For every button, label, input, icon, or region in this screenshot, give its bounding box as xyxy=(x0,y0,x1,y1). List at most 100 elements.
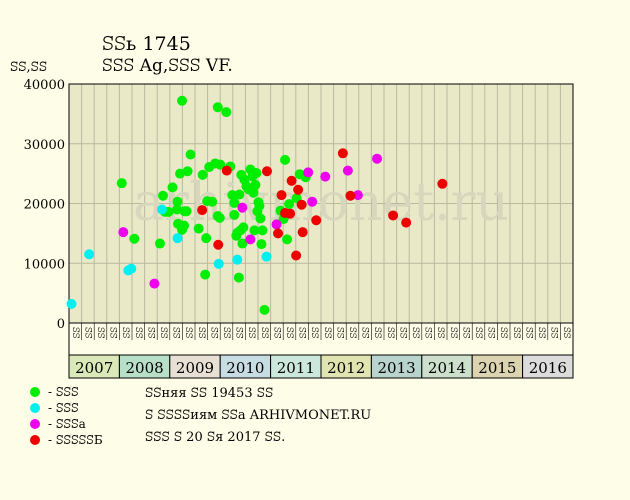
year-label: 2013 xyxy=(378,359,416,377)
year-label: 2008 xyxy=(126,359,164,377)
quarter-label: ꕶꕶ xyxy=(309,327,319,339)
data-point xyxy=(84,249,95,260)
legend-item: - ꕶꕶꕶa xyxy=(30,416,103,432)
data-point xyxy=(185,149,196,160)
data-point xyxy=(273,228,284,239)
quarter-label: ꕶꕶ xyxy=(271,327,281,339)
legend-dot-green xyxy=(30,387,40,397)
data-point xyxy=(126,263,137,274)
data-point xyxy=(156,204,167,215)
data-point xyxy=(255,213,266,224)
data-point xyxy=(352,190,363,201)
quarter-label: ꕶꕶ xyxy=(410,327,420,339)
legend-dot-red xyxy=(30,435,40,445)
data-point xyxy=(172,204,183,215)
data-point xyxy=(282,234,293,245)
data-point xyxy=(149,278,160,289)
quarter-label: ꕶꕶ xyxy=(284,327,294,339)
year-label: 2011 xyxy=(277,359,315,377)
info-average-price: ꕶꕶняя ꕶꕶ 19453 ꕶꕶ xyxy=(145,386,274,401)
year-label: 2010 xyxy=(226,359,264,377)
data-point xyxy=(200,269,211,280)
year-label: 2016 xyxy=(529,359,567,377)
legend-label: - ꕶꕶꕶꕶꕶБ xyxy=(48,433,103,447)
info-date: ꕶꕶꕶ ꕶ 20 ꕶя 2017 ꕶꕶ. xyxy=(145,430,286,445)
data-point xyxy=(172,233,183,244)
quarter-label: ꕶꕶ xyxy=(259,327,269,339)
quarter-label: ꕶꕶ xyxy=(385,327,395,339)
quarter-label: ꕶꕶ xyxy=(486,327,496,339)
year-label: 2012 xyxy=(327,359,365,377)
year-label: 2007 xyxy=(75,359,113,377)
quarter-label: ꕶꕶ xyxy=(108,327,118,339)
data-point xyxy=(215,159,226,170)
data-point xyxy=(172,196,183,207)
watermark: arhivmonet.ru xyxy=(133,173,509,233)
data-point xyxy=(197,169,208,180)
data-point xyxy=(238,222,249,233)
legend-item: - ꕶꕶꕶꕶꕶБ xyxy=(30,432,103,448)
legend-dot-magenta xyxy=(30,419,40,429)
quarter-label: ꕶꕶ xyxy=(536,327,546,339)
quarter-label: ꕶꕶ xyxy=(82,327,92,339)
data-point xyxy=(259,304,270,315)
quarter-label: ꕶꕶ xyxy=(523,327,533,339)
data-point xyxy=(250,179,261,190)
data-point xyxy=(221,107,232,118)
legend-label: - ꕶꕶꕶ xyxy=(48,385,79,399)
quarter-label: ꕶꕶ xyxy=(561,327,571,339)
data-point xyxy=(280,154,291,165)
quarter-label: ꕶꕶ xyxy=(196,327,206,339)
legend-label: - ꕶꕶꕶa xyxy=(48,417,86,431)
data-point xyxy=(372,153,383,164)
axis-label-border xyxy=(68,322,574,379)
data-point xyxy=(297,227,308,238)
data-point xyxy=(193,223,204,234)
y-tick-label: 10000 xyxy=(24,257,65,272)
data-point xyxy=(157,190,168,201)
data-point xyxy=(129,233,140,244)
data-point xyxy=(296,199,307,210)
data-point xyxy=(437,178,448,189)
data-point xyxy=(261,251,272,262)
quarter-label: ꕶꕶ xyxy=(448,327,458,339)
data-point xyxy=(285,208,296,219)
data-point xyxy=(284,199,295,210)
quarter-label: ꕶꕶ xyxy=(372,327,382,339)
y-tick-label: 40000 xyxy=(24,78,65,93)
y-tick-label: 30000 xyxy=(24,138,65,153)
quarter-label: ꕶꕶ xyxy=(397,327,407,339)
data-point xyxy=(345,190,356,201)
quarter-label: ꕶꕶ xyxy=(334,327,344,339)
quarter-label: ꕶꕶ xyxy=(158,327,168,339)
data-point xyxy=(233,272,244,283)
data-point xyxy=(232,254,243,265)
data-point xyxy=(401,217,412,228)
quarter-label: ꕶꕶ xyxy=(549,327,559,339)
quarter-label: ꕶꕶ xyxy=(95,327,105,339)
legend: - ꕶꕶꕶ - ꕶꕶꕶ - ꕶꕶꕶa - ꕶꕶꕶꕶꕶБ xyxy=(30,384,103,448)
quarter-label: ꕶꕶ xyxy=(322,327,332,339)
legend-dot-cyan xyxy=(30,403,40,413)
data-point xyxy=(197,205,208,216)
data-point xyxy=(293,184,304,195)
data-point xyxy=(286,175,297,186)
year-label: 2015 xyxy=(478,359,516,377)
data-point xyxy=(234,189,245,200)
info-block: ꕶꕶняя ꕶꕶ 19453 ꕶꕶ ꕶ ꕶꕶꕶꕶиям ꕶꕶa ARHIVMON… xyxy=(145,383,371,449)
y-tick-label: 20000 xyxy=(24,198,65,213)
y-tick-label: 0 xyxy=(57,317,65,332)
data-point xyxy=(245,234,256,245)
legend-item: - ꕶꕶꕶ xyxy=(30,384,103,400)
data-point xyxy=(213,258,224,269)
data-point xyxy=(291,250,302,261)
data-point xyxy=(167,182,178,193)
data-point xyxy=(311,215,322,226)
data-point xyxy=(212,102,223,113)
data-point xyxy=(179,220,190,231)
data-point xyxy=(177,95,188,106)
quarter-label: ꕶꕶ xyxy=(498,327,508,339)
quarter-label: ꕶꕶ xyxy=(435,327,445,339)
chart-title: ꕶꕶь 1745 xyxy=(102,33,191,55)
